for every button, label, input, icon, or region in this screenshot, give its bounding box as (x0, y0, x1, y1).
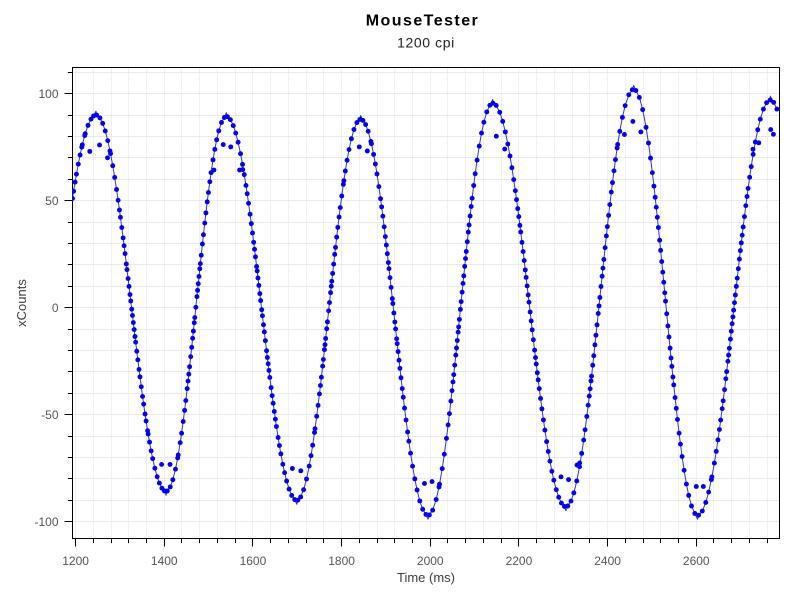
svg-text:1800: 1800 (328, 554, 355, 568)
svg-text:-50: -50 (41, 408, 59, 422)
svg-text:2000: 2000 (417, 554, 444, 568)
svg-text:Time (ms): Time (ms) (397, 570, 455, 585)
svg-text:2600: 2600 (683, 554, 710, 568)
svg-text:1200: 1200 (62, 554, 89, 568)
svg-text:1400: 1400 (151, 554, 178, 568)
svg-text:xCounts: xCounts (14, 279, 29, 327)
svg-text:-100: -100 (34, 515, 58, 529)
svg-text:2200: 2200 (506, 554, 533, 568)
svg-text:100: 100 (38, 87, 58, 101)
svg-text:MouseTester: MouseTester (366, 13, 479, 30)
svg-text:50: 50 (45, 194, 59, 208)
svg-text:0: 0 (52, 301, 59, 315)
svg-text:2400: 2400 (594, 554, 621, 568)
svg-text:1200 cpi: 1200 cpi (397, 35, 455, 51)
svg-text:1600: 1600 (240, 554, 267, 568)
